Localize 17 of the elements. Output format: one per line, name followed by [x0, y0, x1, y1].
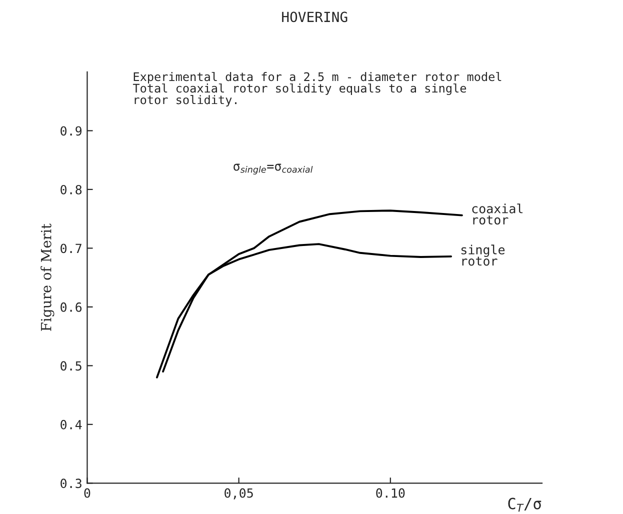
annotation: σ$_{single}$=σ$_{coaxial}$: [234, 164, 313, 174]
series-label: single rotor: [461, 244, 505, 266]
y-tick-label: 0.9: [60, 126, 82, 136]
y-tick-label: 0.8: [60, 184, 82, 194]
x-tick-label: 0,05: [224, 488, 253, 500]
x-axis-title: C$_{T}$/σ: [508, 498, 542, 512]
x-tick-label: 0.10: [376, 488, 405, 498]
y-tick-label: 0.6: [60, 302, 82, 312]
annotation: Experimental data for a 2.5 m - diameter rotor model Total coaxial rotor solidity equals to a single rotor solidity.: [132, 72, 502, 107]
y-tick-label: 0.4: [60, 420, 82, 430]
y-tick-label: 0.5: [60, 361, 82, 371]
y-tick-label: 0.3: [60, 478, 82, 488]
chart-title: HOVERING: [282, 12, 348, 22]
y-axis-title: Figure of Merit: [40, 224, 54, 331]
x-tick-label: 0: [84, 488, 90, 498]
y-tick-label: 0.7: [60, 244, 82, 254]
series-label: coaxial rotor: [472, 204, 523, 225]
